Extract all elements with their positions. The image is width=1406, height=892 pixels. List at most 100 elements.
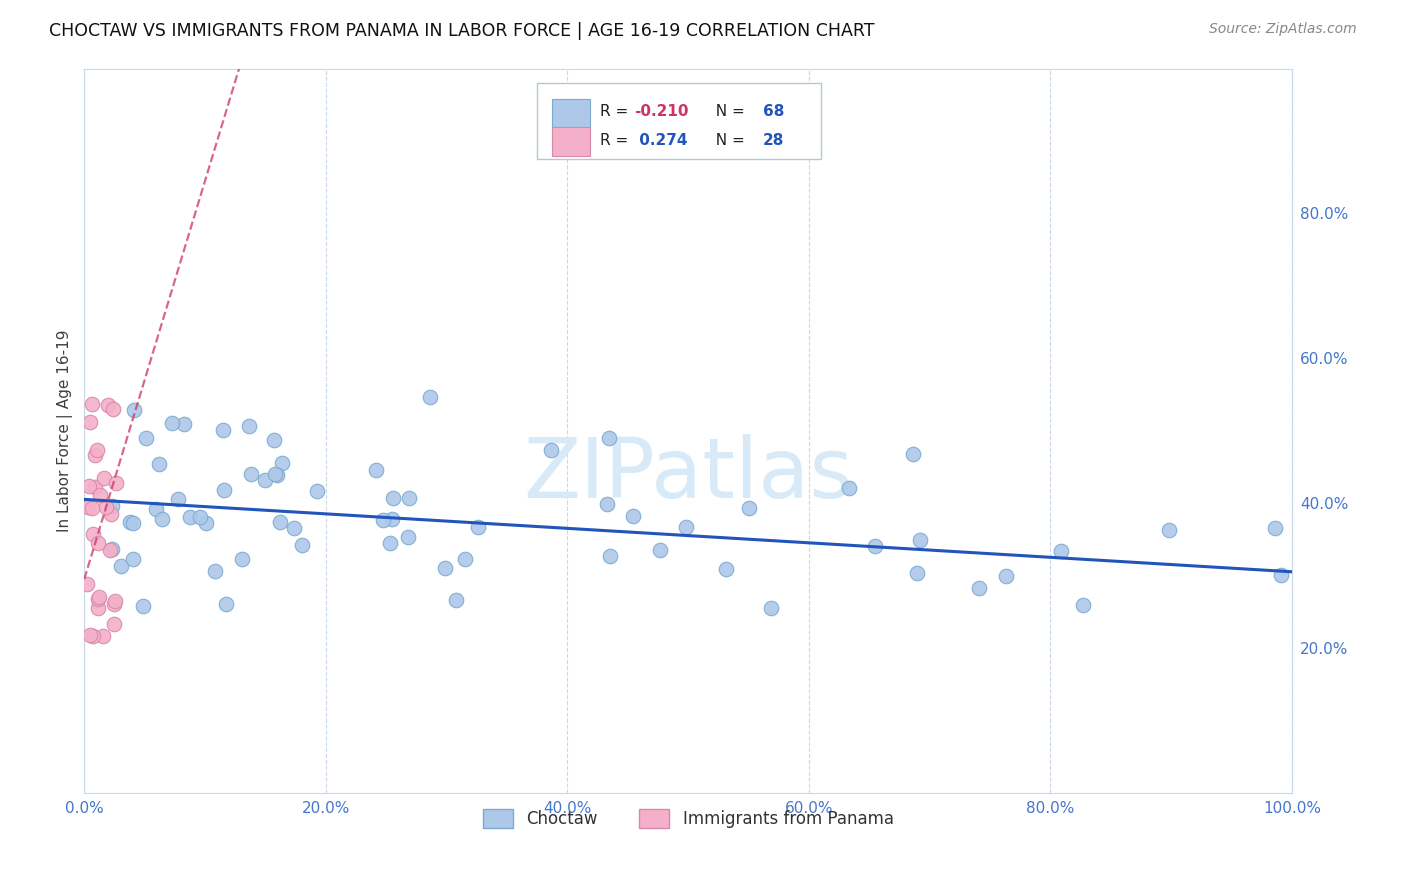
Point bbox=[87, 590, 110, 604]
Text: Source: ZipAtlas.com: Source: ZipAtlas.com bbox=[1209, 22, 1357, 37]
Point bbox=[540, 442, 562, 457]
Point bbox=[148, 457, 170, 471]
Point bbox=[118, 515, 141, 529]
Point bbox=[599, 549, 621, 563]
Point bbox=[212, 483, 235, 497]
Point bbox=[94, 500, 117, 514]
Point bbox=[86, 442, 108, 457]
Point bbox=[110, 559, 132, 574]
Legend: Choctaw, Immigrants from Panama: Choctaw, Immigrants from Panama bbox=[477, 803, 900, 835]
Point bbox=[714, 562, 737, 576]
Point bbox=[240, 467, 263, 481]
Point bbox=[759, 600, 782, 615]
Point bbox=[381, 491, 404, 505]
Point bbox=[1050, 544, 1073, 558]
Point bbox=[121, 516, 143, 530]
Text: N =: N = bbox=[706, 133, 749, 147]
Point bbox=[378, 536, 401, 550]
Point bbox=[266, 467, 288, 482]
Point bbox=[87, 592, 110, 607]
Point bbox=[91, 629, 114, 643]
Point bbox=[145, 502, 167, 516]
Point bbox=[82, 397, 104, 411]
Point bbox=[598, 431, 620, 445]
Point bbox=[100, 507, 122, 521]
Point bbox=[905, 566, 928, 580]
Point bbox=[76, 500, 98, 515]
Text: ZIPatlas: ZIPatlas bbox=[523, 434, 853, 515]
Point bbox=[364, 463, 387, 477]
Point bbox=[121, 552, 143, 566]
Point bbox=[84, 480, 107, 494]
Point bbox=[675, 520, 697, 534]
Point bbox=[283, 521, 305, 535]
Point bbox=[398, 491, 420, 505]
Point bbox=[291, 537, 314, 551]
Point bbox=[396, 530, 419, 544]
Point bbox=[82, 629, 104, 643]
Point bbox=[238, 419, 260, 434]
Point bbox=[433, 561, 456, 575]
Point bbox=[214, 598, 236, 612]
Point bbox=[903, 447, 925, 461]
Point bbox=[467, 520, 489, 534]
Point bbox=[371, 513, 394, 527]
Point bbox=[104, 593, 127, 607]
Point bbox=[87, 600, 110, 615]
Point bbox=[79, 628, 101, 642]
Point bbox=[738, 501, 761, 516]
Point bbox=[166, 492, 188, 507]
Point bbox=[204, 564, 226, 578]
Point bbox=[89, 488, 111, 502]
FancyBboxPatch shape bbox=[537, 83, 821, 159]
Point bbox=[101, 542, 124, 557]
Point bbox=[103, 616, 125, 631]
Point bbox=[454, 551, 477, 566]
Point bbox=[97, 398, 120, 412]
Point bbox=[103, 597, 125, 611]
Point bbox=[1071, 599, 1094, 613]
Text: 68: 68 bbox=[763, 104, 785, 120]
Text: -0.210: -0.210 bbox=[634, 104, 689, 120]
Point bbox=[76, 577, 98, 591]
Point bbox=[173, 417, 195, 431]
Point bbox=[150, 512, 173, 526]
Point bbox=[254, 474, 277, 488]
Point bbox=[381, 511, 404, 525]
Point bbox=[969, 581, 991, 595]
Point bbox=[838, 481, 860, 495]
Point bbox=[269, 515, 291, 529]
Point bbox=[263, 434, 285, 448]
Point bbox=[271, 456, 294, 470]
Point bbox=[1157, 523, 1180, 537]
Point bbox=[80, 501, 103, 516]
Point bbox=[908, 533, 931, 547]
Point bbox=[444, 593, 467, 607]
Point bbox=[211, 423, 233, 437]
Point bbox=[194, 516, 217, 530]
Point bbox=[160, 416, 183, 430]
Y-axis label: In Labor Force | Age 16-19: In Labor Force | Age 16-19 bbox=[58, 329, 73, 532]
Text: N =: N = bbox=[706, 104, 749, 120]
Point bbox=[132, 599, 155, 614]
Point bbox=[863, 539, 886, 553]
Point bbox=[124, 403, 146, 417]
Point bbox=[77, 478, 100, 492]
Text: CHOCTAW VS IMMIGRANTS FROM PANAMA IN LABOR FORCE | AGE 16-19 CORRELATION CHART: CHOCTAW VS IMMIGRANTS FROM PANAMA IN LAB… bbox=[49, 22, 875, 40]
Point bbox=[101, 499, 124, 513]
Point bbox=[93, 471, 115, 485]
FancyBboxPatch shape bbox=[551, 99, 591, 128]
Point bbox=[104, 476, 127, 491]
Text: 28: 28 bbox=[763, 133, 785, 147]
Point bbox=[231, 552, 253, 566]
Point bbox=[101, 402, 124, 417]
Point bbox=[135, 431, 157, 445]
Point bbox=[82, 527, 104, 541]
Point bbox=[650, 542, 672, 557]
Point bbox=[188, 509, 211, 524]
Point bbox=[84, 449, 107, 463]
Point bbox=[264, 467, 287, 481]
FancyBboxPatch shape bbox=[551, 127, 591, 156]
Point bbox=[79, 415, 101, 429]
Point bbox=[179, 510, 201, 524]
